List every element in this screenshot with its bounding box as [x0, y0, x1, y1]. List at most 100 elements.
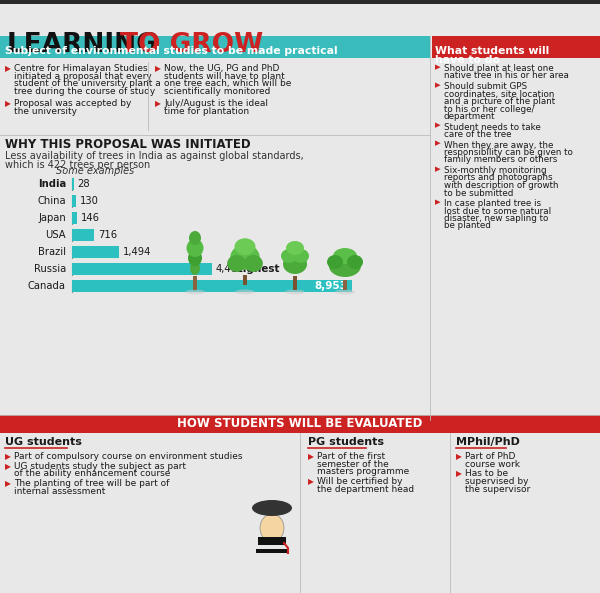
Bar: [72, 178, 74, 190]
Text: MPhil/PhD: MPhil/PhD: [456, 437, 520, 447]
Bar: [432, 36, 600, 58]
Text: reports and photographs: reports and photographs: [444, 174, 553, 183]
Text: ▶: ▶: [456, 470, 462, 479]
Text: USA: USA: [46, 230, 66, 240]
Text: course work: course work: [465, 460, 520, 468]
Text: HOW STUDENTS WILL BE EVALUATED: HOW STUDENTS WILL BE EVALUATED: [178, 417, 422, 430]
Text: Has to be: Has to be: [465, 470, 508, 479]
Text: the department head: the department head: [317, 485, 414, 494]
Ellipse shape: [187, 239, 203, 257]
Text: PG students: PG students: [308, 437, 384, 447]
Ellipse shape: [333, 248, 357, 264]
Ellipse shape: [293, 249, 309, 263]
Text: ▶: ▶: [5, 462, 11, 471]
Text: Centre for Himalayan Studies: Centre for Himalayan Studies: [14, 64, 148, 73]
Text: department: department: [444, 112, 496, 121]
Text: Part of compulsory course on environment studies: Part of compulsory course on environment…: [14, 452, 242, 461]
Text: ▶: ▶: [5, 64, 11, 73]
Bar: [293, 276, 297, 290]
Text: Russia: Russia: [34, 264, 66, 274]
Text: 4,461: 4,461: [215, 264, 244, 274]
Ellipse shape: [244, 255, 263, 272]
Text: to his or her college/: to his or her college/: [444, 104, 535, 113]
Text: Subject of environmental studies to be made practical: Subject of environmental studies to be m…: [5, 46, 338, 56]
Bar: [72, 212, 77, 224]
Ellipse shape: [283, 254, 307, 274]
Text: Some examples: Some examples: [56, 166, 134, 176]
Ellipse shape: [235, 238, 256, 255]
Bar: [0, 0, 600, 4]
Text: ▶: ▶: [5, 479, 11, 488]
Text: Proposal was accepted by: Proposal was accepted by: [14, 99, 131, 108]
Ellipse shape: [227, 255, 246, 272]
Bar: [0, 415, 600, 433]
Text: Six-monthly monitoring: Six-monthly monitoring: [444, 166, 547, 175]
Text: time for plantation: time for plantation: [164, 107, 249, 116]
Text: tree during the course of study: tree during the course of study: [14, 87, 155, 96]
Text: supervised by: supervised by: [465, 477, 529, 486]
Text: student of the university plant a: student of the university plant a: [14, 79, 161, 88]
Text: the university: the university: [14, 107, 77, 116]
Text: Student needs to take: Student needs to take: [444, 123, 541, 132]
Text: The planting of tree will be part of: The planting of tree will be part of: [14, 479, 169, 488]
Text: ▶: ▶: [435, 166, 440, 172]
Bar: [343, 280, 347, 290]
Text: Should submit GPS: Should submit GPS: [444, 82, 527, 91]
Text: the supervisor: the supervisor: [465, 485, 530, 494]
Text: initiated a proposal that every: initiated a proposal that every: [14, 72, 152, 81]
Text: of the ability enhancement course: of the ability enhancement course: [14, 470, 170, 479]
Ellipse shape: [190, 261, 200, 275]
Text: internal assessment: internal assessment: [14, 487, 106, 496]
Ellipse shape: [188, 250, 202, 266]
Text: ▶: ▶: [5, 99, 11, 108]
Text: Part of PhD: Part of PhD: [465, 452, 515, 461]
Text: Should plant at least one: Should plant at least one: [444, 64, 554, 73]
Text: ▶: ▶: [435, 123, 440, 129]
Ellipse shape: [329, 255, 361, 277]
Text: lost due to some natural: lost due to some natural: [444, 206, 551, 215]
Text: to be submitted: to be submitted: [444, 189, 514, 197]
Text: masters programme: masters programme: [317, 467, 409, 476]
Text: Highest: Highest: [235, 264, 280, 274]
Bar: [72, 263, 212, 275]
Text: Part of the first: Part of the first: [317, 452, 385, 461]
Text: and a picture of the plant: and a picture of the plant: [444, 97, 555, 106]
Text: 1,494: 1,494: [123, 247, 151, 257]
Text: In case planted tree is: In case planted tree is: [444, 199, 541, 208]
Text: responsibility can be given to: responsibility can be given to: [444, 148, 573, 157]
Text: Will be certified by: Will be certified by: [317, 477, 403, 486]
Text: ▶: ▶: [155, 99, 161, 108]
Text: ▶: ▶: [456, 452, 462, 461]
Bar: [72, 229, 94, 241]
Text: coordinates, site location: coordinates, site location: [444, 90, 554, 98]
Ellipse shape: [260, 514, 284, 542]
Text: July/August is the ideal: July/August is the ideal: [164, 99, 268, 108]
Text: Japan: Japan: [38, 213, 66, 223]
Text: When they are away, the: When they are away, the: [444, 141, 553, 149]
Text: 28: 28: [77, 179, 90, 189]
Text: scientifically monitored: scientifically monitored: [164, 87, 271, 96]
Text: China: China: [37, 196, 66, 206]
Text: UG students: UG students: [5, 437, 82, 447]
Ellipse shape: [230, 244, 260, 270]
Text: one tree each, which will be: one tree each, which will be: [164, 79, 292, 88]
Text: ▶: ▶: [435, 82, 440, 88]
Text: Brazil: Brazil: [38, 247, 66, 257]
Ellipse shape: [286, 241, 304, 255]
Text: care of the tree: care of the tree: [444, 130, 511, 139]
Bar: [72, 246, 119, 258]
Text: disaster, new sapling to: disaster, new sapling to: [444, 214, 548, 223]
Ellipse shape: [285, 289, 305, 295]
Text: native tree in his or her area: native tree in his or her area: [444, 72, 569, 81]
Text: Canada: Canada: [28, 281, 66, 291]
Bar: [0, 433, 600, 593]
Bar: [256, 549, 288, 553]
Bar: [0, 36, 430, 58]
Bar: [258, 537, 286, 545]
Text: be planted: be planted: [444, 222, 491, 231]
Text: students will have to plant: students will have to plant: [164, 72, 285, 81]
Text: ▶: ▶: [435, 64, 440, 70]
Text: ▶: ▶: [435, 141, 440, 146]
Ellipse shape: [335, 289, 355, 295]
Text: What students will: What students will: [435, 46, 549, 56]
